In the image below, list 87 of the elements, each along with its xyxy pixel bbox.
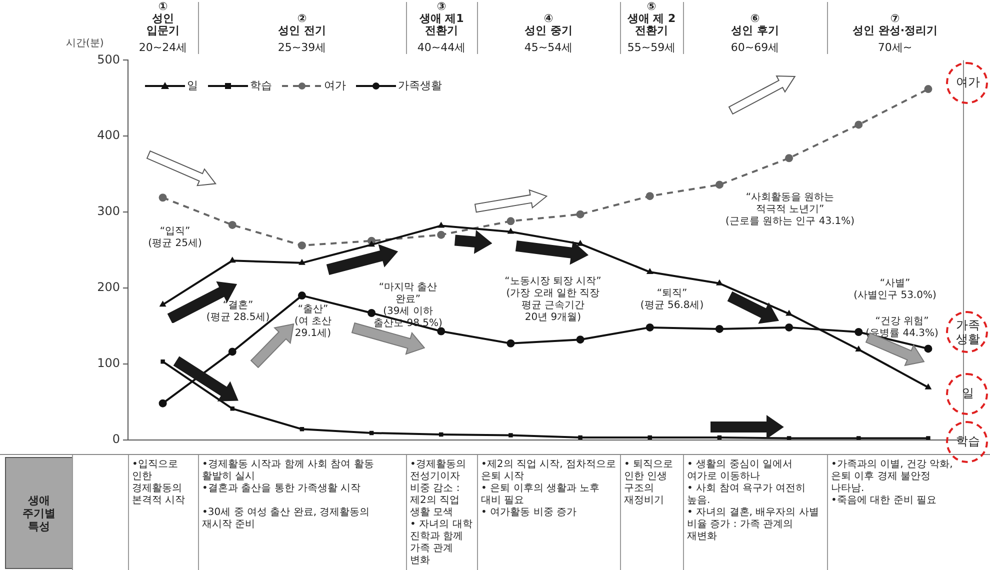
text: 학습 xyxy=(956,434,980,448)
text: ② 성인 전기 xyxy=(277,12,327,37)
text: 20~24세 xyxy=(138,40,188,55)
point xyxy=(508,433,513,438)
text: 40~44세 xyxy=(416,40,467,55)
point xyxy=(924,383,932,390)
point xyxy=(158,399,167,408)
point xyxy=(785,323,794,332)
text: 60~69세 xyxy=(730,40,780,55)
text: 55~59세 xyxy=(626,40,677,55)
annotation: “결혼” (평균 28.5세) xyxy=(206,300,270,324)
text: •경제활동의 전성기이자 비중 감소 : 제2의 직업 생활 모색 • 자녀의 대학 진학과 함께 가족 관계 변화 xyxy=(410,459,472,566)
point xyxy=(230,406,234,411)
text: 일 xyxy=(962,386,974,400)
point xyxy=(646,192,654,200)
legend-label: 일 xyxy=(187,78,198,93)
text: 45~54세 xyxy=(523,40,574,55)
text: 생애 주기별 특성 xyxy=(5,457,73,569)
point xyxy=(854,328,863,336)
point xyxy=(855,345,862,352)
point xyxy=(715,324,724,333)
text: 가족생활 xyxy=(956,318,980,346)
point xyxy=(924,85,932,94)
point xyxy=(228,256,236,263)
point xyxy=(506,339,515,348)
annotation: “퇴직” (평균 56.8세) xyxy=(640,288,704,312)
legend-label: 학습 xyxy=(250,78,272,93)
text: • 퇴직으로 인한 인생 구조의 재정비기 xyxy=(624,459,674,507)
point xyxy=(716,279,723,286)
text: ⑤ 생애 제 2 전환기 xyxy=(626,0,677,37)
annotation: “출산” (여 초산 29.1세) xyxy=(294,304,332,340)
y-tick-label: 500 xyxy=(97,52,120,66)
legend-label: 여가 xyxy=(324,78,346,93)
text: ⑥ 성인 후기 xyxy=(730,12,780,37)
point xyxy=(298,241,306,250)
text: • 생활의 중심이 일에서 여가로 이동하나 • 사회 참여 욕구가 여전히 높음. • 자녀의 결혼, 배우자의 사별 비율 증가 : 가족 관계의 재변화 xyxy=(687,459,820,543)
point xyxy=(646,323,654,332)
text: ① 성인 입문기 xyxy=(146,0,180,37)
annotation: “사별” (사별인구 53.0%) xyxy=(854,278,936,302)
text: ③ 생애 제1 전환기 xyxy=(418,0,465,37)
point xyxy=(854,120,863,129)
y-tick-label: 400 xyxy=(97,128,120,142)
point xyxy=(368,309,376,318)
point xyxy=(576,336,584,344)
y-tick-label: 0 xyxy=(112,432,120,446)
point xyxy=(715,180,724,189)
point xyxy=(438,222,445,228)
text: ④ 성인 중기 xyxy=(524,12,574,37)
point xyxy=(578,435,582,440)
point xyxy=(300,427,304,432)
point xyxy=(368,240,376,247)
y-tick-label: 300 xyxy=(97,204,120,218)
point xyxy=(159,300,166,307)
point xyxy=(298,258,306,265)
point xyxy=(924,344,932,353)
point xyxy=(785,154,794,162)
point xyxy=(160,359,165,364)
text: ⑦ 성인 완성·정리기 xyxy=(851,12,938,37)
point xyxy=(437,230,446,239)
annotation: “사회활동을 원하는 적극적 노년기” (근로를 원하는 인구 43.1%) xyxy=(725,192,855,228)
point xyxy=(228,220,236,229)
legend-label: 가족생활 xyxy=(398,78,442,93)
point xyxy=(786,310,793,316)
text: •경제활동 시작과 함께 사회 참여 활동 활발히 실시 •결혼과 출산을 통한 가족생활 시작 •30세 중 여성 출산 완료, 경제활동의 재시작 준비 xyxy=(202,459,374,530)
point xyxy=(507,228,514,234)
point xyxy=(437,327,446,336)
point xyxy=(646,268,654,274)
text: 여가 xyxy=(956,75,980,89)
text: 70세~ xyxy=(876,40,914,55)
point xyxy=(506,217,515,226)
text: •제2의 직업 시작, 점차적으로 은퇴 시작 • 은퇴 이후의 생활과 노후 대비 필요 • 여가활동 비중 증가 xyxy=(481,459,616,519)
point xyxy=(298,292,306,300)
point xyxy=(228,348,236,356)
text: 25~39세 xyxy=(276,40,328,55)
point xyxy=(786,436,792,440)
point xyxy=(576,210,584,218)
y-axis-title: 시간(분) xyxy=(66,37,104,50)
point xyxy=(926,436,930,440)
text: •가족과의 이별, 건강 악화, 은퇴 이후 경제 불안정 나타남. •죽음에 대한 준비 필요 xyxy=(831,459,954,507)
y-tick-label: 200 xyxy=(97,280,120,294)
text: •입직으로 인한 경제활동의 본격적 시작 xyxy=(132,459,186,507)
point xyxy=(856,436,861,440)
annotation: “입직” (평균 25세) xyxy=(148,226,202,250)
y-tick-label: 100 xyxy=(97,356,120,370)
point xyxy=(158,194,167,202)
point xyxy=(576,240,584,246)
annotation: “노동시장 퇴장 시작” (가장 오래 일한 직장 평균 근속기간 20년 9개월) xyxy=(504,276,602,324)
